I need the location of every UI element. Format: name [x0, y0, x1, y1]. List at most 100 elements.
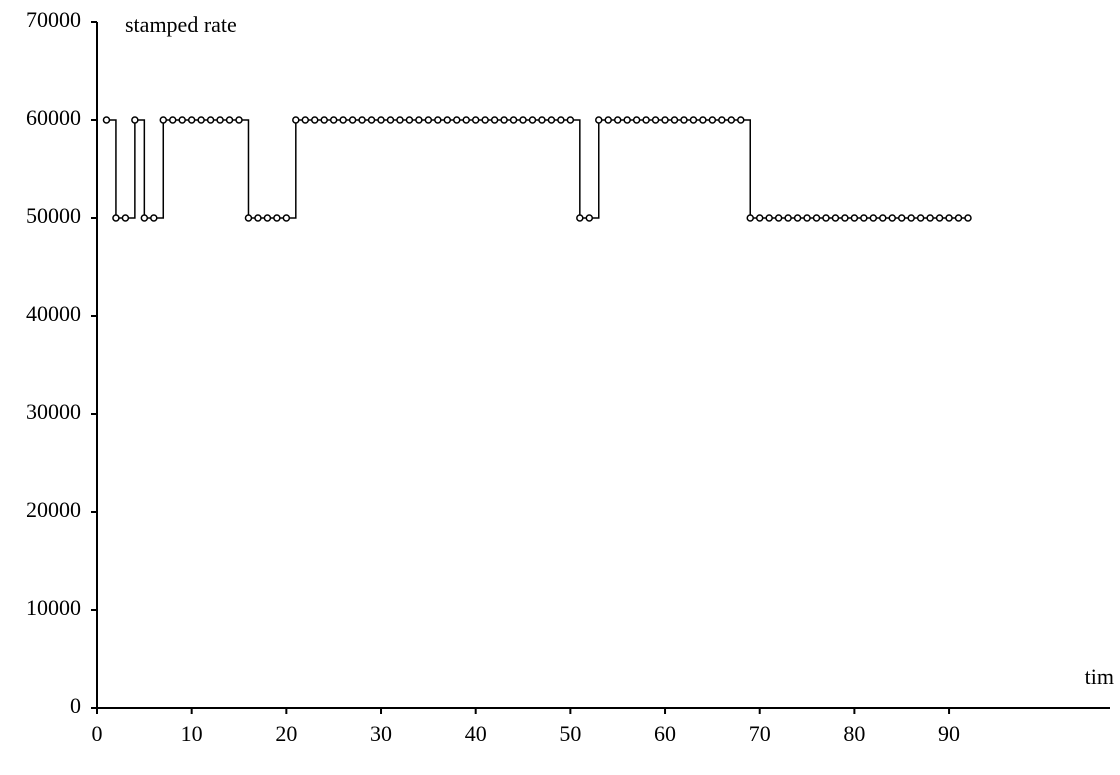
data-point	[907, 214, 915, 222]
x-tick-label: 10	[181, 721, 203, 746]
data-point	[954, 214, 963, 222]
data-point	[566, 116, 575, 124]
data-point	[310, 116, 319, 124]
data-point	[490, 116, 499, 124]
data-point	[585, 214, 594, 222]
data-point	[121, 214, 130, 222]
data-point	[225, 116, 234, 124]
data-point	[244, 214, 253, 222]
data-point	[689, 116, 698, 124]
data-point	[348, 116, 357, 124]
data-point	[424, 116, 433, 124]
data-point	[434, 116, 442, 124]
data-point	[869, 214, 878, 222]
data-point	[301, 116, 310, 124]
data-point	[140, 214, 149, 222]
data-point	[282, 214, 291, 222]
data-point	[396, 116, 404, 124]
x-tick-label: 20	[275, 721, 297, 746]
data-point	[595, 116, 603, 124]
data-point	[812, 214, 821, 222]
data-point	[329, 116, 338, 124]
data-point	[273, 214, 281, 222]
data-point	[320, 116, 328, 124]
data-point	[651, 116, 660, 124]
data-point	[168, 116, 177, 124]
data-point	[623, 116, 631, 124]
data-point	[415, 116, 423, 124]
data-point	[793, 214, 802, 222]
data-point	[718, 116, 726, 124]
x-tick-label: 60	[654, 721, 676, 746]
data-point	[746, 214, 754, 222]
x-tick-label: 0	[92, 721, 103, 746]
data-point	[131, 116, 139, 124]
data-point	[888, 214, 897, 222]
data-point	[292, 116, 300, 124]
data-point	[935, 214, 944, 222]
data-point	[462, 116, 470, 124]
data-point	[112, 214, 120, 222]
data-point	[443, 116, 452, 124]
y-tick-label: 0	[70, 693, 81, 718]
data-point	[964, 214, 972, 222]
data-point	[509, 116, 518, 124]
data-point	[765, 214, 773, 222]
data-point	[557, 116, 565, 124]
data-point	[367, 116, 376, 124]
data-point	[206, 116, 215, 124]
data-point	[680, 116, 688, 124]
data-point	[150, 214, 158, 222]
data-point	[727, 116, 736, 124]
y-tick-label: 50000	[26, 203, 81, 228]
data-point	[159, 116, 168, 124]
data-point	[831, 214, 840, 222]
x-tick-label: 70	[749, 721, 771, 746]
data-point	[613, 116, 622, 124]
data-point	[822, 214, 830, 222]
data-point	[263, 214, 272, 222]
x-tick-label: 50	[559, 721, 581, 746]
x-axis-label: tim	[1085, 664, 1114, 689]
data-point	[405, 116, 414, 124]
data-point	[850, 214, 859, 222]
data-point	[708, 116, 717, 124]
data-point	[481, 116, 489, 124]
x-tick-label: 80	[843, 721, 865, 746]
data-point	[235, 116, 243, 124]
data-point	[926, 214, 934, 222]
y-tick-label: 30000	[26, 399, 81, 424]
y-tick-label: 70000	[26, 7, 81, 32]
data-point	[538, 116, 546, 124]
data-point	[197, 116, 205, 124]
y-tick-label: 10000	[26, 595, 81, 620]
x-tick-label: 90	[938, 721, 960, 746]
data-point	[879, 214, 887, 222]
data-point	[377, 116, 385, 124]
data-point	[632, 116, 641, 124]
y-tick-label: 40000	[26, 301, 81, 326]
data-point	[386, 116, 395, 124]
data-point	[841, 214, 849, 222]
data-point	[254, 214, 262, 222]
data-point	[102, 116, 111, 124]
data-point	[737, 116, 745, 124]
series-line	[106, 119, 968, 219]
data-point	[547, 116, 556, 124]
data-point	[670, 116, 679, 124]
data-point	[661, 116, 669, 124]
data-point	[604, 116, 612, 124]
data-point	[187, 116, 196, 124]
data-point	[755, 214, 764, 222]
data-point	[803, 214, 811, 222]
y-tick-label: 60000	[26, 105, 81, 130]
data-point	[916, 214, 925, 222]
x-tick-label: 40	[465, 721, 487, 746]
data-point	[860, 214, 868, 222]
data-point	[519, 116, 527, 124]
data-point	[178, 116, 186, 124]
data-point	[897, 214, 906, 222]
y-axis-label: stamped rate	[125, 12, 237, 37]
